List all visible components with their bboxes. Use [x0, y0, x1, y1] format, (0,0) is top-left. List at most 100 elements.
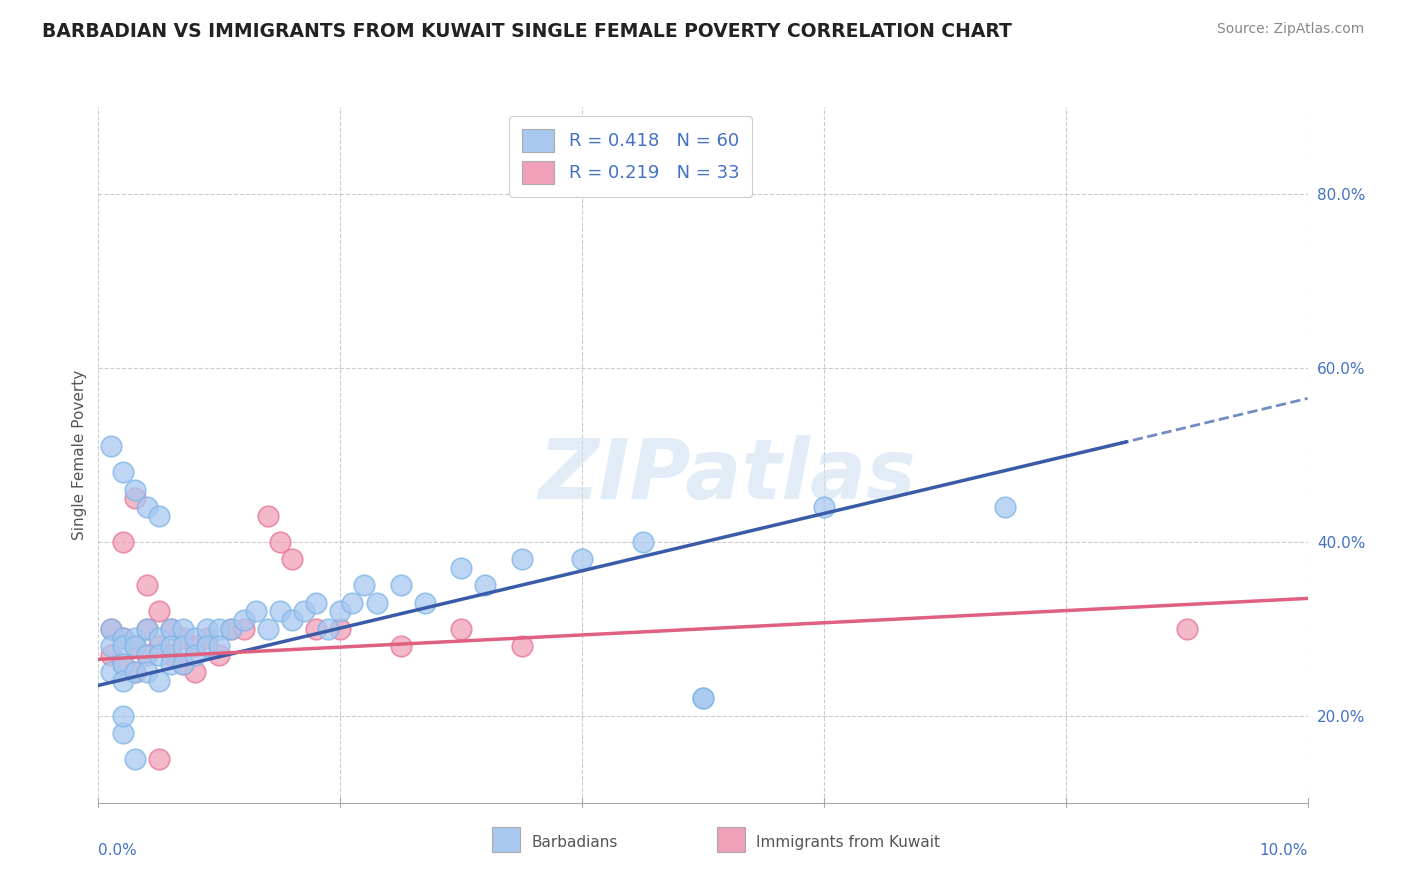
Point	[450, 622, 472, 636]
Point	[245, 605, 267, 619]
Point	[111, 639, 134, 653]
Point	[172, 639, 194, 653]
Point	[135, 622, 157, 636]
Point	[450, 561, 472, 575]
Point	[124, 491, 146, 506]
Point	[111, 534, 134, 549]
Point	[100, 639, 122, 653]
Point	[172, 657, 194, 671]
Point	[195, 631, 218, 645]
Point	[342, 596, 364, 610]
Point	[353, 578, 375, 592]
Point	[413, 596, 436, 610]
Point	[474, 578, 496, 592]
Text: BARBADIAN VS IMMIGRANTS FROM KUWAIT SINGLE FEMALE POVERTY CORRELATION CHART: BARBADIAN VS IMMIGRANTS FROM KUWAIT SING…	[42, 22, 1012, 41]
Point	[100, 648, 122, 662]
Point	[148, 605, 170, 619]
Point	[208, 622, 231, 636]
Text: 0.0%: 0.0%	[98, 843, 138, 858]
Point	[208, 639, 231, 653]
Point	[111, 657, 134, 671]
Point	[124, 483, 146, 497]
Point	[172, 657, 194, 671]
Point	[135, 622, 157, 636]
Point	[124, 665, 146, 680]
Point	[184, 639, 207, 653]
Text: Barbadians: Barbadians	[531, 836, 617, 850]
Point	[269, 605, 291, 619]
Point	[281, 552, 304, 566]
Point	[160, 622, 183, 636]
Point	[124, 639, 146, 653]
Point	[184, 648, 207, 662]
Point	[148, 508, 170, 523]
Point	[124, 665, 146, 680]
Point	[292, 605, 315, 619]
Point	[160, 657, 183, 671]
Point	[111, 631, 134, 645]
Point	[195, 622, 218, 636]
Point	[692, 691, 714, 706]
Point	[100, 665, 122, 680]
Point	[124, 631, 146, 645]
Point	[148, 752, 170, 766]
Point	[135, 500, 157, 514]
Point	[160, 648, 183, 662]
Point	[316, 622, 339, 636]
Point	[135, 665, 157, 680]
Point	[111, 726, 134, 740]
Point	[195, 639, 218, 653]
Point	[692, 691, 714, 706]
Point	[111, 657, 134, 671]
Point	[305, 596, 328, 610]
Point	[389, 639, 412, 653]
Point	[221, 622, 243, 636]
Point	[100, 622, 122, 636]
Point	[148, 639, 170, 653]
Point	[184, 665, 207, 680]
Point	[571, 552, 593, 566]
Point	[111, 708, 134, 723]
Point	[208, 648, 231, 662]
Point	[184, 631, 207, 645]
Point	[135, 648, 157, 662]
Point	[1175, 622, 1198, 636]
Point	[256, 508, 278, 523]
Point	[329, 605, 352, 619]
Legend: R = 0.418   N = 60, R = 0.219   N = 33: R = 0.418 N = 60, R = 0.219 N = 33	[509, 116, 752, 197]
Point	[389, 578, 412, 592]
Point	[221, 622, 243, 636]
Point	[269, 534, 291, 549]
Point	[135, 578, 157, 592]
Point	[100, 439, 122, 453]
Point	[256, 622, 278, 636]
Point	[366, 596, 388, 610]
Point	[124, 752, 146, 766]
Text: 10.0%: 10.0%	[1260, 843, 1308, 858]
Point	[172, 631, 194, 645]
Point	[232, 622, 254, 636]
Text: ZIPatlas: ZIPatlas	[538, 435, 917, 516]
Point	[172, 622, 194, 636]
Point	[232, 613, 254, 627]
Point	[631, 534, 654, 549]
Point	[510, 552, 533, 566]
Point	[100, 622, 122, 636]
Point	[813, 500, 835, 514]
Point	[160, 639, 183, 653]
Point	[510, 639, 533, 653]
Point	[124, 639, 146, 653]
Point	[994, 500, 1017, 514]
Point	[160, 622, 183, 636]
Point	[148, 648, 170, 662]
Y-axis label: Single Female Poverty: Single Female Poverty	[72, 370, 87, 540]
Point	[329, 622, 352, 636]
Text: Source: ZipAtlas.com: Source: ZipAtlas.com	[1216, 22, 1364, 37]
Point	[281, 613, 304, 627]
Point	[305, 622, 328, 636]
Point	[148, 674, 170, 689]
Point	[111, 466, 134, 480]
Point	[148, 631, 170, 645]
Text: Immigrants from Kuwait: Immigrants from Kuwait	[756, 836, 941, 850]
Point	[135, 648, 157, 662]
